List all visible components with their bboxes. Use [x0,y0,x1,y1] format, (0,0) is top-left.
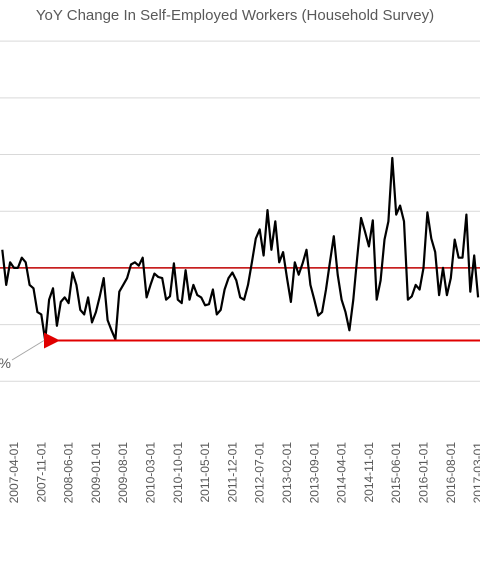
x-tick-label: 2013-02-01 [280,442,294,504]
x-tick-label: 2010-03-01 [144,442,158,504]
annotation-leader [11,340,45,361]
chart-title: YoY Change In Self-Employed Workers (Hou… [36,7,434,24]
data-line [1,156,480,342]
x-tick-label: 2012-07-01 [253,442,267,504]
x-tick-label: 2009-08-01 [116,442,130,504]
x-tick-label: 2014-04-01 [335,442,349,504]
x-tick-label: 2009-01-01 [89,442,103,504]
x-tick-label: 2016-08-01 [444,442,458,504]
x-tick-label: 2015-06-01 [389,442,403,504]
x-tick-label: 2016-01-01 [417,442,431,504]
x-tick-label: 2008-06-01 [62,442,76,504]
x-tick-label: 2014-11-01 [362,442,376,503]
x-tick-label: 2007-04-01 [7,442,21,504]
annotation-label: % [0,355,11,371]
x-tick-label: 2010-10-01 [171,442,185,504]
x-tick-label: 2011-12-01 [225,442,239,503]
x-tick-label: 2017-03-01 [471,442,480,504]
x-tick-label: 2011-05-01 [198,442,212,503]
x-tick-label: 2013-09-01 [307,442,321,504]
x-tick-label: 2007-11-01 [34,442,48,503]
